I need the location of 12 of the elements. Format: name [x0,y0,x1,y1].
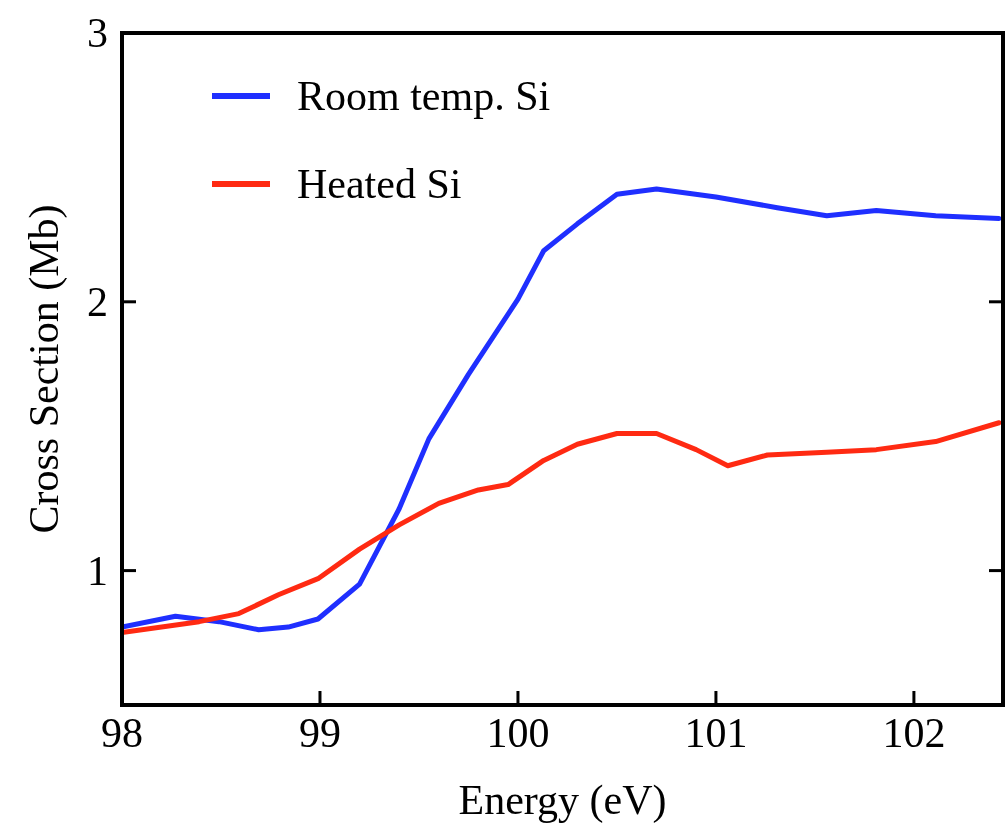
x-tick-label: 99 [298,710,341,756]
x-tick-label: 102 [882,710,946,756]
x-tick-label: 101 [684,710,748,756]
x-axis-title: Energy (eV) [458,777,667,824]
y-tick-label: 3 [87,10,108,56]
x-tick-label: 98 [101,710,143,756]
y-tick-label: 1 [87,547,108,594]
legend-label: Room temp. Si [297,73,551,119]
legend-label: Heated Si [297,161,462,207]
y-axis-title: Cross Section (Mb) [21,204,68,534]
y-tick-label: 2 [87,278,108,325]
x-tick-label: 100 [486,710,550,756]
